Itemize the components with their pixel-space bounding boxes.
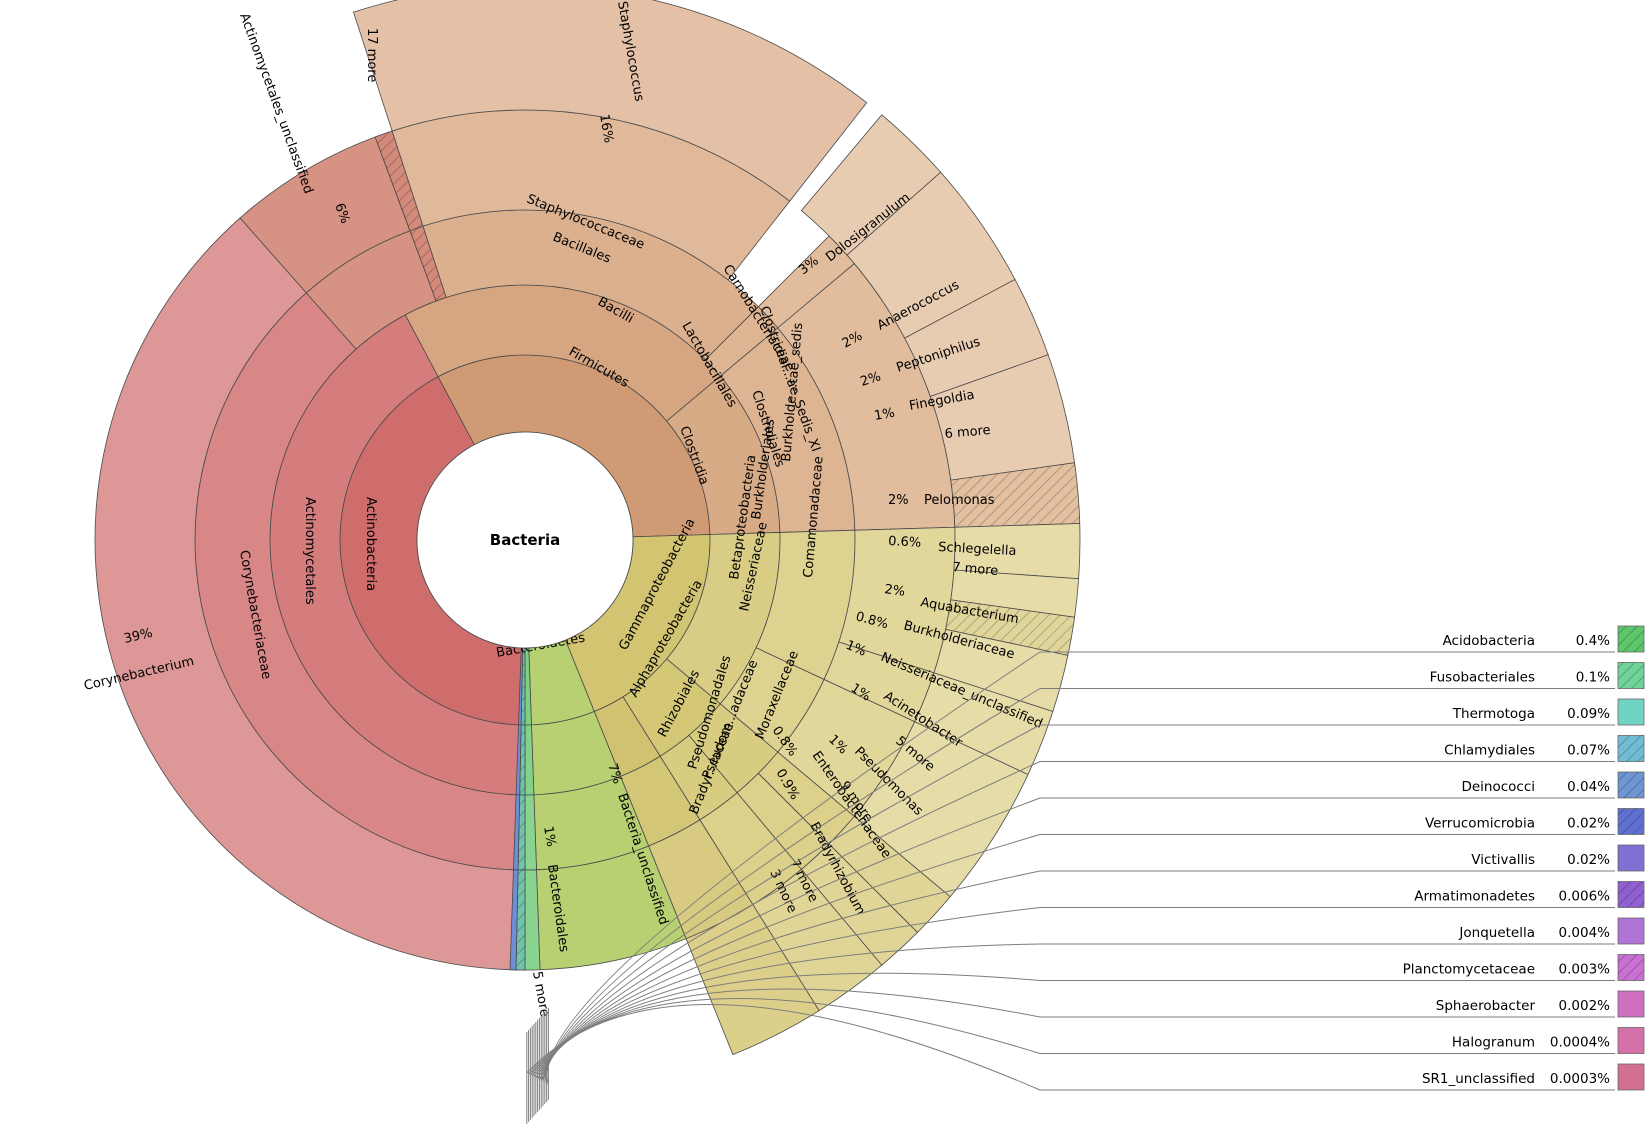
legend-percent: 0.0003% xyxy=(1550,1071,1610,1087)
legend-leader-line xyxy=(537,870,1615,1112)
label-6-more: 6 more xyxy=(944,423,991,442)
legend-percent: 0.4% xyxy=(1576,633,1610,649)
legend-leader-line xyxy=(531,972,1615,1118)
label-7-more: 7 more xyxy=(952,560,999,579)
label-2-: 2% xyxy=(883,582,906,600)
legend-swatch-hatch xyxy=(1618,954,1644,981)
legend-name: SR1_unclassified xyxy=(1422,1071,1535,1087)
sunburst-segments xyxy=(94,0,1081,1056)
legend-name: Chlamydiales xyxy=(1444,743,1535,759)
legend-swatch-hatch xyxy=(1618,772,1644,798)
legend-item[interactable]: Planctomycetaceae 0.003% xyxy=(531,954,1645,1119)
segment-staphylococcus[interactable] xyxy=(352,0,868,202)
segment-hatch xyxy=(375,131,424,231)
label-pelomonas: Pelomonas xyxy=(924,493,995,508)
legend-percent: 0.04% xyxy=(1567,779,1610,795)
legend-swatch xyxy=(1617,844,1645,872)
legend: Acidobacteria 0.4% Fusobacteriales 0.1% Ther… xyxy=(526,625,1645,1124)
legend-percent: 0.07% xyxy=(1567,743,1610,759)
legend-swatch-hatch xyxy=(1618,735,1644,762)
legend-percent: 0.02% xyxy=(1567,852,1610,868)
legend-item[interactable]: Jonquetella 0.004% xyxy=(533,917,1645,1116)
segment-hatch xyxy=(521,647,525,725)
label-39-: 39% xyxy=(123,626,155,647)
legend-name: Verrucomicrobia xyxy=(1425,816,1535,832)
legend-percent: 0.09% xyxy=(1567,706,1610,722)
label-1-: 1% xyxy=(540,825,558,848)
legend-name: Halogranum xyxy=(1452,1035,1535,1051)
legend-swatch-hatch xyxy=(1618,808,1644,835)
legend-swatch-hatch xyxy=(1618,662,1644,689)
legend-leader-line xyxy=(528,997,1615,1122)
center-hole xyxy=(416,431,634,649)
legend-item[interactable]: Sphaerobacter 0.002% xyxy=(529,988,1645,1120)
legend-name: Acidobacteria xyxy=(1443,633,1535,649)
legend-swatch-hatch xyxy=(1618,881,1644,908)
legend-item[interactable]: Chlamydiales 0.07% xyxy=(542,735,1645,1107)
legend-leader-line xyxy=(542,761,1615,1106)
legend-leader-line xyxy=(526,1004,1615,1124)
segment-hatch xyxy=(945,599,1075,656)
legend-percent: 0.006% xyxy=(1559,889,1611,905)
legend-item[interactable]: SR1_unclassified 0.0003% xyxy=(526,1004,1645,1124)
legend-item[interactable]: Victivallis 0.02% xyxy=(537,844,1645,1112)
legend-item[interactable]: Armatimonadetes 0.006% xyxy=(535,881,1645,1115)
legend-percent: 0.004% xyxy=(1559,925,1611,941)
legend-percent: 0.003% xyxy=(1559,962,1611,978)
legend-name: Fusobacteriales xyxy=(1430,670,1535,686)
center-label: Bacteria xyxy=(490,531,560,549)
ring-label-actinomycetales: Actinomycetales xyxy=(302,497,317,605)
label-16-: 16% xyxy=(596,113,616,144)
legend-item[interactable]: Verrucomicrobia 0.02% xyxy=(538,808,1645,1111)
legend-item[interactable]: Deinococci 0.04% xyxy=(540,771,1645,1108)
label-1-: 1% xyxy=(843,638,868,660)
label-7-: 7% xyxy=(604,762,625,786)
legend-name: Jonquetella xyxy=(1458,925,1535,941)
legend-item[interactable]: Halogranum 0.0004% xyxy=(528,997,1645,1122)
label-actinomycetales-unclassified: Actinomycetales_unclassified xyxy=(236,11,315,196)
legend-swatch xyxy=(1617,1063,1645,1091)
legend-swatch xyxy=(1617,917,1645,945)
legend-percent: 0.02% xyxy=(1567,816,1610,832)
label-schlegelella: Schlegelella xyxy=(938,540,1017,559)
segment-corynebacterium[interactable] xyxy=(94,217,526,971)
legend-leader-line xyxy=(538,834,1615,1110)
legend-name: Sphaerobacter xyxy=(1436,998,1536,1014)
label-6-: 6% xyxy=(331,201,352,226)
legend-name: Thermotoga xyxy=(1452,706,1535,722)
label-2-: 2% xyxy=(888,493,909,508)
ring-label-actinobacteria: Actinobacteria xyxy=(363,497,378,591)
label-17-more: 17 more xyxy=(364,28,379,82)
legend-percent: 0.1% xyxy=(1576,670,1610,686)
legend-swatch xyxy=(1617,990,1645,1018)
legend-swatch-hatch xyxy=(1618,626,1644,652)
segment-other-phyla[interactable] xyxy=(509,869,519,971)
legend-name: Armatimonadetes xyxy=(1414,889,1535,905)
legend-leader-line xyxy=(529,988,1615,1120)
segment-hatch xyxy=(409,226,447,301)
legend-name: Planctomycetaceae xyxy=(1403,962,1535,978)
segment-hatch xyxy=(515,869,525,970)
legend-swatch xyxy=(1617,1027,1645,1054)
segment-hatch xyxy=(950,462,1080,528)
legend-percent: 0.002% xyxy=(1559,998,1611,1014)
legend-swatch xyxy=(1617,698,1645,726)
segment-hatch xyxy=(518,794,525,870)
legend-percent: 0.0004% xyxy=(1550,1035,1610,1051)
legend-leader-line xyxy=(535,907,1615,1114)
label-2-: 2% xyxy=(859,369,883,390)
label-1-: 1% xyxy=(873,406,896,424)
legend-leader-line xyxy=(533,943,1615,1116)
label-0-6-: 0.6% xyxy=(888,534,922,551)
legend-leader-line xyxy=(540,797,1615,1108)
legend-name: Deinococci xyxy=(1461,779,1535,795)
legend-name: Victivallis xyxy=(1471,852,1535,868)
